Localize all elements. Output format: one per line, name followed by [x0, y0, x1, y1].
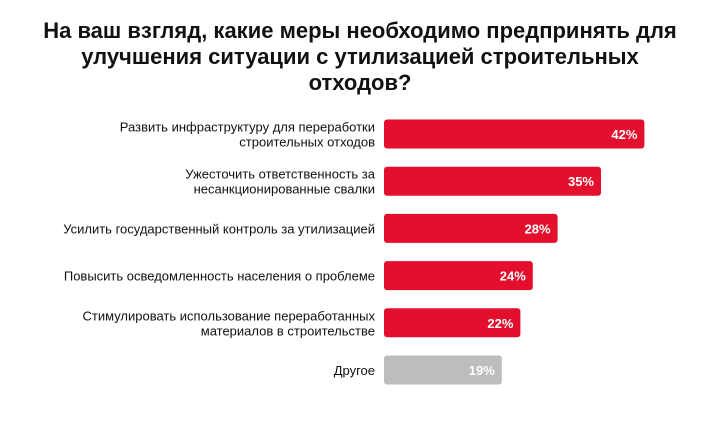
bar-value-label-1: 42%	[611, 127, 637, 142]
category-label-5: Стимулировать использование переработанн…	[83, 308, 376, 338]
chart-title: На ваш взгляд, какие меры необходимо пре…	[20, 18, 700, 96]
bar-3	[384, 213, 558, 243]
category-label-3: Усилить государственный контроль за утил…	[63, 221, 375, 236]
category-label-4: Повысить осведомленность населения о про…	[64, 269, 375, 284]
bar-2	[384, 166, 601, 196]
bar-5	[384, 308, 521, 338]
bar-value-label-4: 24%	[500, 269, 526, 284]
bar-value-label-2: 35%	[568, 174, 594, 189]
bar-value-label-5: 22%	[487, 316, 513, 331]
bar-value-label-6: 19%	[469, 363, 495, 378]
bar-6	[384, 355, 502, 385]
bar-1	[384, 119, 645, 149]
category-label-6: Другое	[334, 363, 375, 378]
bar-value-label-3: 28%	[525, 221, 551, 236]
chart-title-line-2: улучшения ситуации с утилизацией строите…	[81, 44, 639, 69]
chart-title-line-1: На ваш взгляд, какие меры необходимо пре…	[43, 18, 677, 43]
category-label-1: Развить инфраструктуру для переработки ст…	[120, 120, 375, 150]
category-label-2: Ужесточить ответственность за несанкциони…	[185, 167, 375, 197]
bar-4	[384, 261, 533, 291]
chart-title-line-3: отходов?	[308, 70, 412, 95]
